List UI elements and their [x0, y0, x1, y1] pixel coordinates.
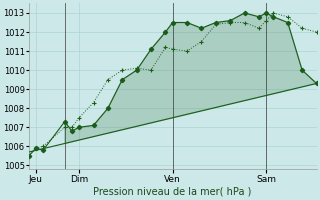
- X-axis label: Pression niveau de la mer( hPa ): Pression niveau de la mer( hPa ): [93, 187, 252, 197]
